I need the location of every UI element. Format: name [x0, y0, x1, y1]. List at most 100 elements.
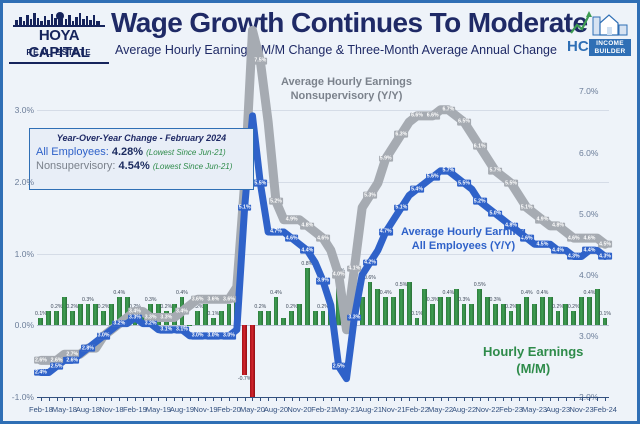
bar-value-label: 0.2% [285, 303, 298, 310]
point-label-all-employees: 3.0% [206, 332, 221, 340]
point-label-all-employees: 5.1% [237, 204, 252, 211]
bar-value-label: 0.2% [66, 303, 79, 310]
x-axis-tick [315, 397, 317, 401]
x-axis-tick [573, 397, 575, 401]
point-label-nonsupervisory: 4.6% [582, 234, 597, 242]
y-axis-right-tick-label: 7.0% [579, 86, 599, 97]
bar-mm-change [579, 296, 584, 326]
bar-mm-change [297, 303, 302, 326]
bar-mm-change [398, 289, 404, 326]
point-label-nonsupervisory: 5.3% [363, 191, 377, 199]
point-label-nonsupervisory: 2.6% [49, 356, 64, 364]
x-axis-tick-label: Nov-22 [475, 405, 500, 414]
bar-mm-change [38, 318, 44, 326]
bar-mm-change [414, 318, 420, 326]
point-label-nonsupervisory: 3.4% [128, 308, 142, 315]
bar-mm-change [116, 296, 122, 326]
x-axis-tick [385, 397, 387, 401]
logo-name: HOYA CAPITAL [9, 27, 109, 64]
y-axis-right-tick-label: 4.0% [579, 269, 599, 280]
x-axis-tick-label: Feb-19 [123, 405, 147, 414]
bar-mm-change [140, 310, 146, 326]
point-label-nonsupervisory: 5.5% [504, 179, 518, 187]
x-axis-tick-label: Feb-20 [217, 405, 241, 414]
bar-mm-change [320, 310, 326, 326]
x-axis-tick [338, 397, 340, 401]
annotation-nonsup-line1: Average Hourly Earnings [281, 76, 413, 88]
bar-value-label: 0.4% [270, 289, 282, 296]
hci-mark: HC [567, 38, 589, 55]
x-axis-tick-label: Feb-22 [405, 405, 429, 414]
bar-value-label: 0.3% [82, 296, 94, 303]
point-label-nonsupervisory: 4.6% [566, 234, 581, 242]
x-axis-tick [244, 397, 246, 401]
bar-mm-change [124, 296, 130, 326]
x-axis-tick [275, 397, 277, 401]
point-label-all-employees: 4.4% [300, 246, 315, 254]
x-axis-tick [87, 397, 89, 401]
bar-mm-change [453, 289, 459, 326]
x-axis-tick [181, 397, 183, 401]
x-axis-tick [283, 397, 285, 401]
x-axis-tick-label: May-20 [239, 405, 265, 414]
x-axis-tick [268, 397, 270, 401]
bar-value-label: 0.4% [583, 289, 596, 296]
y-axis-left-tick-label: -1.0% [11, 392, 34, 402]
bar-value-label: 0.1% [207, 311, 220, 318]
bar-mm-change [469, 303, 475, 326]
bar-mm-change [492, 303, 498, 326]
point-label-nonsupervisory: 2.6% [33, 356, 48, 364]
annotation-mm-line2: (M/M) [516, 361, 551, 376]
gridline [37, 253, 609, 255]
point-label-nonsupervisory: 4.9% [284, 216, 299, 224]
chart-header: HOYA CAPITAL REAL ESTATE Wage Growth Con… [3, 3, 637, 65]
point-label-nonsupervisory: 4.6% [316, 234, 330, 242]
point-label-nonsupervisory: 4.8% [551, 222, 565, 230]
bar-mm-change [500, 303, 506, 326]
point-label-all-employees: 4.5% [535, 240, 550, 248]
bar-mm-change [516, 303, 522, 326]
x-axis-tick [260, 397, 262, 401]
bar-value-label: 0.1% [34, 311, 47, 318]
point-label-nonsupervisory: 6.5% [457, 118, 471, 126]
x-axis-tick [150, 397, 152, 401]
x-axis-tick-label: May-23 [522, 405, 548, 414]
bar-mm-change [477, 289, 483, 326]
point-label-all-employees: 3.3% [347, 314, 362, 321]
x-axis-tick [119, 397, 121, 401]
x-axis-tick [95, 397, 97, 401]
point-label-nonsupervisory: 5.7% [488, 167, 503, 175]
bar-mm-change [61, 296, 67, 326]
x-axis-tick [534, 397, 536, 401]
point-label-nonsupervisory: 4.8% [300, 222, 315, 230]
x-axis-tick [377, 397, 379, 401]
bar-value-label: 0.2% [254, 303, 267, 310]
x-axis-tick [511, 397, 513, 401]
callout-all-note: (Lowest Since Jun-21) [146, 148, 226, 157]
x-axis-tick [440, 397, 442, 401]
y-axis-left-tick-label: 3.0% [14, 105, 34, 116]
point-label-nonsupervisory: 3.6% [222, 295, 236, 303]
x-axis-tick-label: Aug-21 [357, 405, 383, 414]
bar-value-label: 0.4% [113, 289, 126, 296]
bar-mm-change [422, 289, 428, 326]
x-axis-tick [503, 397, 505, 401]
point-label-all-employees: 2.6% [65, 356, 80, 364]
hoya-capital-logo: HOYA CAPITAL REAL ESTATE [9, 7, 109, 64]
point-label-all-employees: 5.0% [488, 210, 503, 218]
bar-value-label: 0.2% [97, 303, 110, 310]
callout-nonsup-value: 4.54% [118, 160, 150, 172]
bar-mm-change [594, 289, 600, 326]
x-axis-tick-label: Feb-18 [29, 405, 53, 414]
point-label-all-employees: 5.5% [457, 179, 471, 187]
bar-mm-change [46, 310, 52, 326]
point-label-nonsupervisory: 3.3% [143, 314, 158, 321]
page-subtitle: Average Hourly Earnings: M/M Change & Th… [115, 43, 557, 57]
x-axis-tick [526, 397, 528, 401]
x-axis-tick-label: Aug-20 [263, 405, 289, 414]
callout-nonsup-note: (Lowest Since Jun-21) [152, 162, 233, 171]
x-axis-tick [487, 397, 489, 401]
bar-mm-change [226, 303, 232, 326]
x-axis-tick [174, 397, 176, 401]
